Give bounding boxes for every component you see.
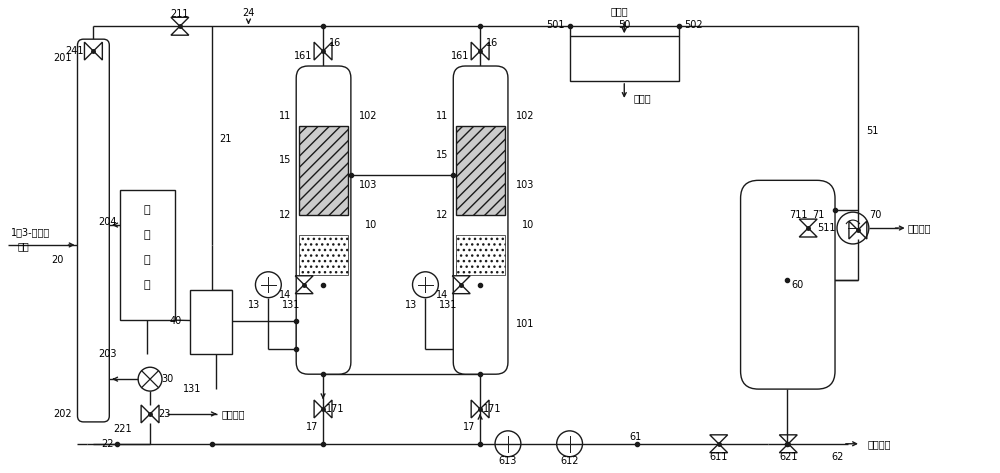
- Text: 17: 17: [463, 422, 475, 432]
- Text: 201: 201: [53, 53, 72, 63]
- Text: 103: 103: [359, 180, 377, 190]
- Text: 15: 15: [279, 156, 291, 166]
- Text: 冷: 冷: [144, 205, 150, 215]
- Text: 1，3-丙二醇: 1，3-丙二醇: [11, 227, 50, 237]
- Text: 13: 13: [405, 299, 418, 310]
- Bar: [299, 235, 348, 275]
- Text: 70: 70: [870, 210, 882, 220]
- Text: 40: 40: [170, 316, 182, 326]
- Text: 51: 51: [866, 126, 878, 136]
- Text: 14: 14: [436, 289, 448, 300]
- FancyBboxPatch shape: [296, 66, 351, 374]
- Text: 10: 10: [522, 220, 534, 230]
- Text: 60: 60: [791, 280, 803, 290]
- Text: 171: 171: [326, 404, 344, 414]
- Text: 塔釜出料: 塔釜出料: [222, 409, 245, 419]
- Text: 103: 103: [516, 180, 534, 190]
- Text: 冷媒进: 冷媒进: [610, 6, 628, 17]
- Text: 成品出料: 成品出料: [868, 439, 891, 449]
- Bar: [190, 289, 232, 354]
- Text: 102: 102: [359, 111, 377, 121]
- Text: 221: 221: [113, 424, 132, 434]
- Text: 71: 71: [812, 210, 824, 220]
- Text: 16: 16: [486, 38, 498, 48]
- Text: 241: 241: [65, 46, 84, 56]
- Text: 611: 611: [710, 452, 728, 462]
- Bar: [570, 36, 679, 81]
- Text: 10: 10: [365, 220, 377, 230]
- Text: 171: 171: [483, 404, 501, 414]
- Text: 14: 14: [279, 289, 291, 300]
- Text: 20: 20: [51, 255, 64, 265]
- Text: 16: 16: [329, 38, 341, 48]
- Bar: [456, 126, 505, 215]
- Text: 612: 612: [560, 455, 579, 466]
- Text: 11: 11: [436, 111, 448, 121]
- Text: 凝: 凝: [144, 230, 150, 240]
- Text: 17: 17: [306, 422, 318, 432]
- Bar: [120, 190, 175, 319]
- Text: 30: 30: [161, 374, 173, 384]
- FancyBboxPatch shape: [741, 180, 835, 389]
- Text: 12: 12: [279, 210, 291, 220]
- Text: 22: 22: [101, 439, 114, 449]
- Bar: [456, 235, 505, 275]
- Text: 131: 131: [439, 299, 457, 310]
- Text: 回: 回: [144, 255, 150, 265]
- Text: 102: 102: [516, 111, 534, 121]
- Text: 21: 21: [220, 133, 232, 144]
- Text: 711: 711: [789, 210, 807, 220]
- Text: 11: 11: [279, 111, 291, 121]
- Text: 101: 101: [516, 319, 534, 330]
- Text: 131: 131: [183, 384, 202, 394]
- Text: 511: 511: [818, 223, 836, 233]
- Text: 流: 流: [144, 280, 150, 290]
- Text: 62: 62: [832, 452, 844, 462]
- FancyBboxPatch shape: [453, 66, 508, 374]
- Text: 61: 61: [629, 432, 641, 442]
- Text: 501: 501: [546, 20, 565, 30]
- Text: 211: 211: [171, 9, 189, 19]
- FancyBboxPatch shape: [77, 39, 109, 422]
- Text: 204: 204: [98, 217, 116, 227]
- Text: 冷媒出: 冷媒出: [633, 93, 651, 103]
- Text: 13: 13: [248, 299, 261, 310]
- Text: 203: 203: [98, 349, 116, 359]
- Text: 真空尾气: 真空尾气: [908, 223, 931, 233]
- Text: 161: 161: [451, 51, 469, 61]
- Text: 502: 502: [684, 20, 703, 30]
- Text: 202: 202: [53, 409, 72, 419]
- Text: 131: 131: [282, 299, 300, 310]
- Text: 24: 24: [242, 9, 255, 18]
- Text: 613: 613: [499, 455, 517, 466]
- Text: 23: 23: [158, 409, 170, 419]
- Bar: [299, 126, 348, 215]
- Text: 12: 12: [436, 210, 448, 220]
- Text: 50: 50: [618, 20, 630, 30]
- Text: 621: 621: [779, 452, 798, 462]
- Text: 15: 15: [436, 150, 448, 160]
- Text: 161: 161: [294, 51, 312, 61]
- Text: 粗品: 粗品: [18, 241, 30, 251]
